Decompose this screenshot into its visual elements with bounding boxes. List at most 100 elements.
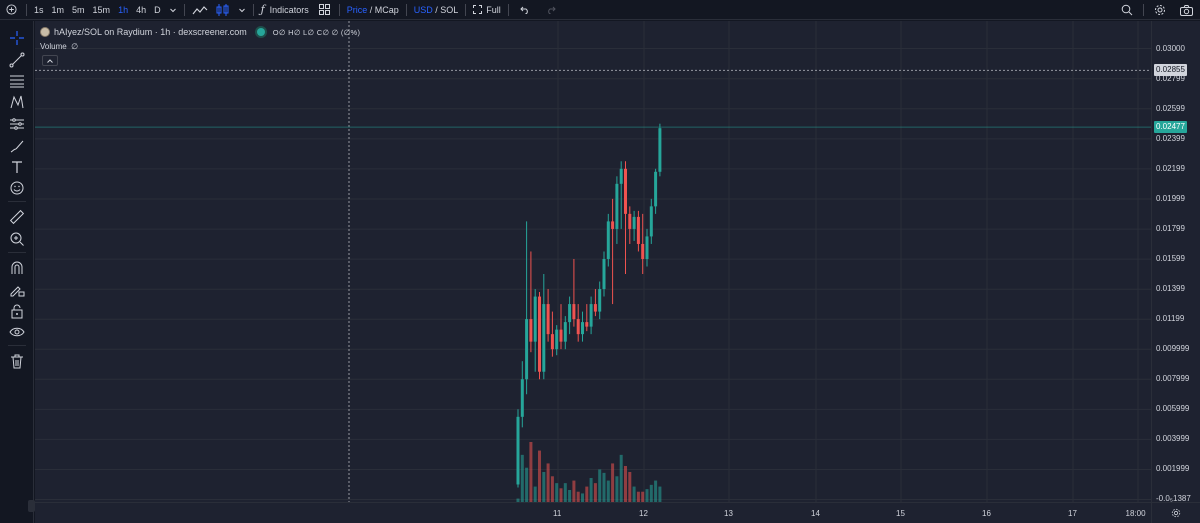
toolbar-separator (465, 3, 467, 16)
measure-tool[interactable] (7, 208, 27, 226)
volume-bar (658, 486, 662, 502)
settings-button[interactable] (1147, 0, 1173, 20)
candle-body (542, 304, 546, 372)
toolbar-separator (338, 3, 340, 16)
time-label: 11 (553, 509, 562, 518)
price-scale[interactable]: 0.03000 0.02799 0.02599 0.02399 0.02199 0.019… (1151, 21, 1200, 504)
fullscreen-button[interactable]: Full (469, 0, 505, 20)
layouts-button[interactable] (313, 0, 336, 20)
brush-tool[interactable] (7, 137, 27, 155)
stay-drawing-tool[interactable] (7, 281, 27, 299)
volume-bar (589, 478, 593, 502)
chevron-down-icon (169, 8, 176, 12)
magnet-icon (11, 261, 23, 274)
line-chart-type-button[interactable] (188, 0, 212, 20)
fib-tool[interactable] (7, 72, 27, 90)
undo-icon (520, 6, 528, 14)
volume-bar (632, 486, 636, 502)
chart-pane[interactable] (35, 21, 1151, 502)
crosshair-tool[interactable] (7, 29, 27, 47)
emoji-tool[interactable] (7, 179, 27, 197)
interval-15m[interactable]: 15m (92, 4, 111, 15)
time-scale[interactable]: 11 12 13 14 15 16 17 18:00 (35, 502, 1151, 523)
candle-body (559, 329, 563, 342)
pattern-tool[interactable] (7, 93, 27, 111)
quick-search-button[interactable] (1114, 0, 1140, 20)
search-icon (1121, 4, 1133, 16)
indicators-button[interactable]: ƒ Indicators (257, 0, 313, 20)
horizontal-lines-icon (10, 75, 24, 88)
volume-bars (516, 442, 662, 502)
candle-chart-type-button[interactable] (212, 0, 234, 20)
time-label: 18:00 (1125, 509, 1146, 518)
volume-bar (563, 483, 567, 502)
remove-drawings-tool[interactable] (7, 352, 27, 370)
toolbar-collapse-handle[interactable] (28, 500, 35, 512)
interval-1s[interactable]: 1s (34, 4, 44, 15)
price-label: 0.005999 (1156, 404, 1190, 414)
interval-dropdown[interactable] (165, 0, 181, 20)
prediction-tool[interactable] (7, 115, 27, 133)
fullscreen-icon (473, 5, 483, 14)
pencil-lock-icon (10, 286, 25, 297)
candle-body (628, 213, 632, 229)
collapse-legend-button[interactable] (42, 55, 58, 66)
chart-overlays (35, 21, 1151, 502)
candle-body (636, 216, 640, 244)
magnet-tool[interactable] (7, 259, 27, 277)
lock-drawings-tool[interactable] (7, 302, 27, 320)
interval-1h[interactable]: 1h (118, 4, 129, 15)
zoom-tool[interactable] (7, 230, 27, 248)
zoom-in-icon (10, 232, 24, 246)
scale-settings-button[interactable] (1151, 502, 1200, 523)
volume-bar (533, 486, 537, 502)
candle-body (550, 334, 554, 350)
volume-bar (649, 484, 653, 502)
chevron-up-icon (47, 58, 53, 63)
candle-body (645, 236, 649, 259)
grid-icon (318, 4, 330, 15)
brush-icon (10, 140, 24, 153)
mcap-option[interactable]: MCap (374, 4, 399, 15)
volume-bar (615, 476, 619, 502)
tool-divider (8, 201, 26, 202)
snapshot-button[interactable] (1173, 0, 1200, 20)
price-mcap-toggle[interactable]: Price / MCap (343, 0, 403, 20)
symbol-title[interactable]: hAIyez/SOL on Raydium · 1h · dexscreener… (54, 27, 247, 37)
ruler-icon (9, 209, 25, 225)
volume-bar (542, 472, 546, 502)
volume-bar (611, 463, 615, 502)
chart-type-dropdown[interactable] (234, 0, 250, 20)
price-option[interactable]: Price (346, 4, 368, 15)
redo-button[interactable] (538, 0, 564, 20)
interval-5m[interactable]: 5m (72, 4, 85, 15)
token-logo (40, 27, 50, 37)
volume-bar (516, 498, 520, 502)
tool-divider (8, 345, 26, 346)
add-symbol-button[interactable] (0, 0, 23, 20)
candle-body (649, 206, 653, 237)
interval-1m[interactable]: 1m (51, 4, 65, 15)
gear-icon (1155, 5, 1165, 15)
volume-bar (606, 480, 610, 502)
price-label: 0.02799 (1156, 73, 1185, 83)
price-label: 0.01999 (1156, 194, 1185, 203)
interval-d[interactable]: D (154, 4, 161, 15)
candle-body (576, 319, 580, 335)
text-icon (12, 161, 22, 173)
usd-option[interactable]: USD (413, 4, 433, 15)
price-label: -0.0₅1387 (1156, 494, 1191, 504)
hide-drawings-tool[interactable] (7, 323, 27, 341)
undo-button[interactable] (512, 0, 538, 20)
sol-option[interactable]: SOL (440, 4, 459, 15)
toolbar-separator (183, 3, 185, 16)
text-tool[interactable] (7, 158, 27, 176)
price-label: 0.003999 (1156, 434, 1190, 444)
toolbar-separator (1143, 4, 1144, 16)
interval-4h[interactable]: 4h (136, 4, 147, 15)
currency-toggle[interactable]: USD / SOL (410, 0, 463, 20)
trend-line-tool[interactable] (7, 51, 27, 69)
price-chart[interactable] (35, 21, 1151, 502)
toolbar-separator (405, 3, 407, 16)
gear-icon (1171, 508, 1181, 518)
